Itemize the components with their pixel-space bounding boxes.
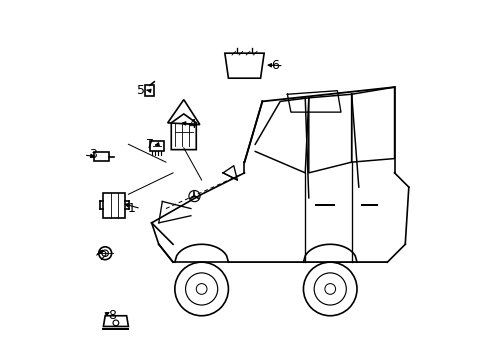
Text: 3: 3: [88, 148, 97, 162]
Text: 1: 1: [128, 202, 136, 215]
Text: 6: 6: [270, 59, 278, 72]
Text: 2: 2: [99, 250, 107, 263]
Text: 7: 7: [145, 138, 154, 151]
Text: 4: 4: [188, 118, 196, 131]
Bar: [103, 193, 124, 217]
Bar: [145, 85, 154, 96]
Bar: [94, 152, 108, 161]
Bar: [149, 141, 164, 152]
Text: 8: 8: [108, 309, 116, 322]
Text: 5: 5: [137, 84, 144, 97]
